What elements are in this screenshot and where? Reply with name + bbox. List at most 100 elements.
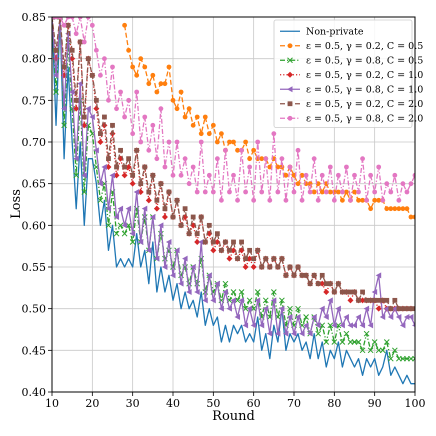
- legend-label-6: ε = 0.5, γ = 0.8, C = 2.0: [306, 114, 423, 125]
- data-point: [114, 164, 119, 170]
- data-point: [282, 330, 289, 337]
- data-point: [81, 114, 87, 120]
- data-point: [219, 247, 224, 253]
- data-point: [356, 297, 361, 303]
- data-point: [351, 322, 357, 329]
- data-point: [262, 297, 269, 304]
- data-point: [194, 231, 200, 237]
- data-point: [347, 297, 354, 304]
- data-point: [166, 139, 172, 145]
- data-point: [311, 272, 317, 278]
- data-point: [352, 189, 357, 195]
- legend-marker-1: [287, 43, 293, 49]
- data-point: [246, 297, 253, 304]
- data-point: [210, 189, 216, 195]
- x-tick-label: 20: [85, 397, 99, 410]
- data-point: [387, 355, 394, 362]
- data-point: [340, 289, 345, 295]
- data-point: [356, 197, 361, 203]
- data-point: [158, 81, 164, 87]
- data-point: [227, 189, 232, 195]
- data-point: [247, 164, 253, 170]
- data-point: [230, 297, 236, 304]
- data-point: [186, 181, 192, 187]
- data-point: [202, 297, 208, 304]
- data-point: [182, 255, 188, 262]
- data-point: [98, 131, 103, 137]
- data-point: [106, 97, 111, 103]
- data-point: [73, 97, 79, 103]
- data-point: [105, 205, 111, 212]
- data-point: [206, 131, 212, 137]
- data-point: [141, 205, 148, 212]
- data-point: [61, 122, 67, 129]
- y-axis-title: Loss: [9, 189, 24, 219]
- data-point: [178, 89, 184, 95]
- data-point: [400, 206, 406, 212]
- data-point: [97, 197, 104, 204]
- data-point: [81, 39, 87, 45]
- data-point: [150, 72, 156, 78]
- data-point: [360, 289, 365, 295]
- data-point: [105, 164, 112, 170]
- data-point: [339, 339, 346, 345]
- data-point: [315, 322, 321, 329]
- data-point: [145, 197, 152, 204]
- series-group-4: [52, 17, 415, 337]
- data-point: [299, 330, 305, 337]
- legend-label-4: ε = 0.5, γ = 0.8, C = 1.0: [306, 85, 423, 96]
- data-point: [399, 322, 406, 329]
- data-point: [214, 280, 220, 287]
- data-point: [198, 131, 204, 137]
- y-tick-label: 0.60: [22, 219, 47, 232]
- data-point: [198, 139, 204, 145]
- data-point: [113, 230, 120, 237]
- data-point: [407, 314, 414, 320]
- y-tick-label: 0.50: [22, 303, 47, 316]
- data-point: [210, 239, 216, 245]
- data-point: [376, 197, 382, 203]
- data-point: [129, 239, 136, 245]
- data-point: [238, 297, 245, 304]
- data-point: [348, 197, 353, 203]
- data-point: [311, 314, 317, 320]
- data-point: [202, 239, 208, 245]
- data-point: [69, 89, 75, 95]
- data-point: [190, 264, 196, 270]
- data-point: [178, 222, 184, 228]
- data-point: [146, 147, 152, 153]
- data-point: [246, 305, 253, 312]
- data-point: [69, 17, 75, 20]
- data-point: [65, 17, 71, 20]
- data-point: [165, 239, 172, 245]
- data-point: [73, 155, 79, 162]
- data-point: [89, 22, 95, 28]
- y-tick-label: 0.55: [22, 261, 47, 274]
- data-point: [311, 156, 317, 162]
- data-point: [57, 17, 63, 20]
- data-point: [81, 189, 88, 195]
- data-point: [267, 197, 273, 203]
- data-point: [150, 122, 156, 128]
- data-point: [102, 56, 107, 62]
- data-point: [121, 222, 128, 229]
- data-point: [137, 189, 144, 195]
- data-point: [97, 139, 104, 145]
- data-point: [239, 147, 244, 153]
- data-point: [340, 197, 345, 203]
- legend-label-5: ε = 0.5, γ = 0.2, C = 2.0: [306, 99, 423, 110]
- data-point: [194, 114, 200, 120]
- data-point: [93, 105, 100, 112]
- data-point: [149, 214, 156, 220]
- data-point: [154, 89, 160, 95]
- data-point: [186, 231, 192, 237]
- data-point: [243, 256, 248, 262]
- legend-label-3: ε = 0.5, γ = 0.2, C = 1.0: [306, 70, 423, 81]
- data-point: [170, 272, 176, 279]
- data-point: [53, 72, 59, 79]
- data-point: [125, 164, 132, 170]
- data-point: [412, 306, 415, 312]
- data-point: [412, 172, 415, 178]
- data-point: [194, 189, 200, 195]
- data-point: [299, 172, 305, 178]
